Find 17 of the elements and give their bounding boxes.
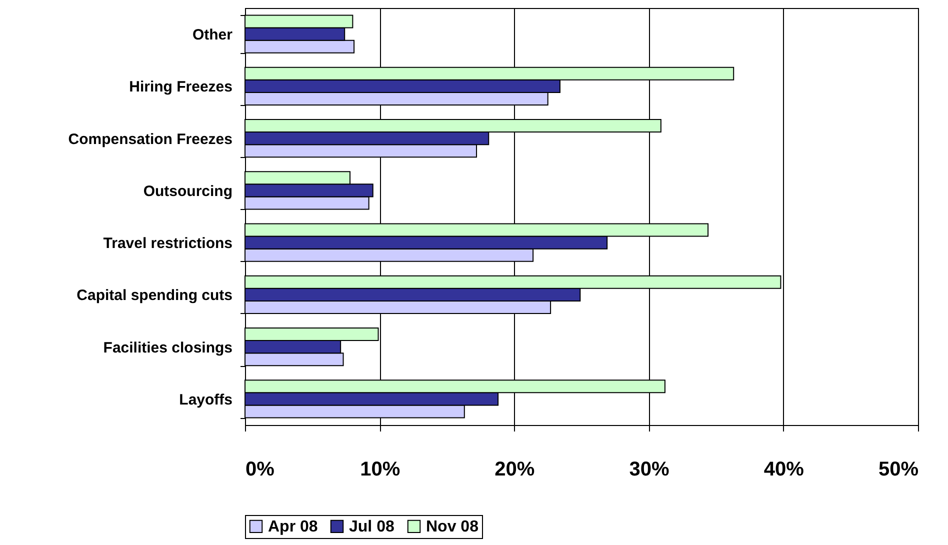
y-tick-label: Outsourcing [143, 182, 232, 200]
x-tick-label: 10% [360, 458, 400, 480]
y-tick-label: Capital spending cuts [76, 287, 232, 304]
legend-label: Jul 08 [349, 518, 394, 536]
x-tick-label: 50% [878, 458, 919, 480]
legend-label: Apr 08 [268, 518, 318, 536]
y-tick-label: Compensation Freezes [68, 130, 232, 148]
y-tick-label: Hiring Freezes [129, 78, 232, 96]
y-tick-label: Facilities closings [103, 339, 232, 356]
y-tick-label: Layoffs [179, 391, 232, 408]
x-tick-label: 30% [629, 458, 670, 480]
x-tick-label: 40% [764, 458, 804, 480]
y-tick-label: Other [192, 26, 233, 44]
y-tick-label: Travel restrictions [103, 235, 232, 252]
x-tick-label: 20% [494, 458, 535, 480]
x-tick-label: 0% [246, 458, 275, 480]
legend-label: Nov 08 [426, 518, 479, 536]
